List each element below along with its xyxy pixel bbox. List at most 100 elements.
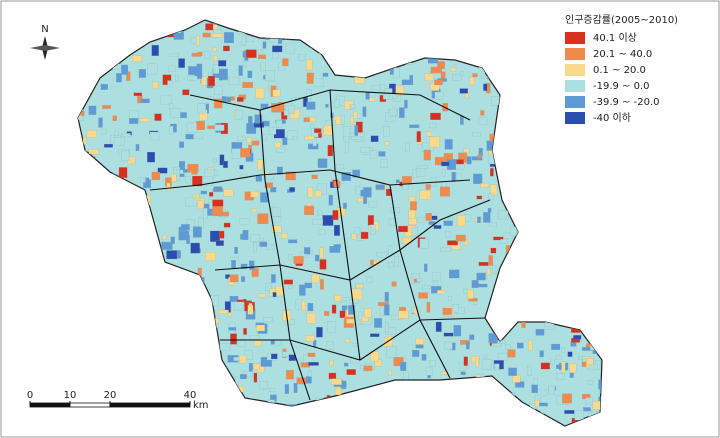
map-patch (242, 81, 253, 88)
map-patch (351, 136, 363, 140)
map-patch (231, 148, 242, 159)
map-patch (459, 362, 467, 371)
map-patch (564, 410, 575, 414)
legend-swatch (565, 32, 585, 44)
north-label: N (41, 24, 48, 35)
scale-segment (109, 402, 191, 408)
map-patch (350, 104, 356, 110)
map-patch (265, 283, 272, 291)
map-patch (345, 338, 350, 343)
map-patch (460, 115, 464, 125)
map-patch (447, 240, 458, 246)
map-patch (304, 247, 311, 255)
map-patch (228, 327, 237, 331)
map-patch (537, 389, 547, 396)
map-patch (336, 164, 344, 170)
map-patch (353, 343, 357, 347)
map-patch (241, 276, 245, 282)
map-patch (331, 378, 342, 385)
map-patch (104, 143, 113, 148)
map-patch (310, 124, 315, 129)
map-patch (569, 363, 577, 373)
map-patch (431, 272, 441, 281)
map-patch (211, 33, 224, 38)
map-patch (424, 263, 428, 272)
map-patch (160, 94, 172, 105)
map-patch (367, 215, 374, 226)
map-patch (283, 109, 289, 116)
map-patch (424, 73, 434, 81)
map-patch (393, 357, 404, 367)
map-patch (395, 85, 405, 96)
map-patch (412, 349, 420, 357)
map-patch (346, 318, 355, 324)
map-patch (445, 231, 452, 238)
map-patch (317, 210, 323, 217)
map-patch (354, 227, 361, 235)
map-patch (162, 74, 172, 85)
map-patch (442, 307, 452, 315)
map-patch (383, 125, 390, 137)
map-patch (551, 343, 561, 350)
map-patch (258, 54, 266, 60)
map-patch (472, 132, 481, 137)
map-patch (333, 244, 341, 248)
map-patch (487, 208, 492, 213)
map-patch (317, 158, 328, 168)
map-patch (293, 383, 298, 393)
map-patch (416, 277, 422, 282)
map-patch (441, 169, 446, 177)
map-patch (175, 75, 179, 82)
map-patch (430, 112, 441, 120)
map-patch (340, 114, 345, 125)
map-patch (162, 234, 167, 240)
map-patch (374, 318, 383, 328)
map-patch (214, 85, 223, 95)
legend-label: -19.9 ~ 0.0 (593, 81, 650, 92)
map-patch (219, 343, 231, 351)
map-patch (348, 305, 356, 315)
map-patch (288, 239, 298, 244)
map-patch (152, 81, 159, 89)
map-patch (329, 360, 334, 366)
map-patch (223, 189, 234, 197)
map-patch (315, 190, 322, 198)
map-patch (255, 175, 262, 182)
map-patch (324, 311, 330, 316)
map-patch (410, 201, 417, 211)
map-patch (567, 351, 573, 357)
map-patch (408, 217, 417, 225)
map-patch (490, 184, 498, 196)
map-patch (278, 62, 286, 71)
map-patch (488, 193, 494, 200)
map-patch (296, 377, 307, 385)
map-patch (143, 179, 151, 189)
map-patch (402, 176, 412, 185)
map-patch (370, 351, 379, 362)
map-patch (166, 250, 178, 260)
map-patch (339, 310, 346, 319)
map-patch (384, 291, 389, 302)
map-patch (242, 230, 249, 241)
map-patch (234, 301, 244, 311)
map-patch (362, 106, 367, 117)
scale-label: 0 (27, 390, 33, 401)
map-patch (471, 156, 483, 161)
legend-label: -40 이하 (593, 111, 631, 124)
map-patch (250, 191, 260, 198)
map-patch (444, 341, 453, 350)
map-patch (401, 79, 411, 85)
map-patch (205, 252, 216, 261)
map-patch (285, 43, 295, 54)
map-patch (561, 347, 565, 353)
map-patch (170, 108, 181, 118)
scale-label: 20 (104, 390, 117, 401)
map-patch (588, 364, 598, 371)
legend-label: -39.9 ~ -20.0 (593, 97, 659, 108)
map-patch (212, 158, 217, 163)
map-patch (431, 215, 438, 220)
map-patch (121, 64, 129, 75)
map-patch (437, 61, 445, 69)
map-patch (293, 256, 304, 264)
map-patch (488, 222, 497, 227)
